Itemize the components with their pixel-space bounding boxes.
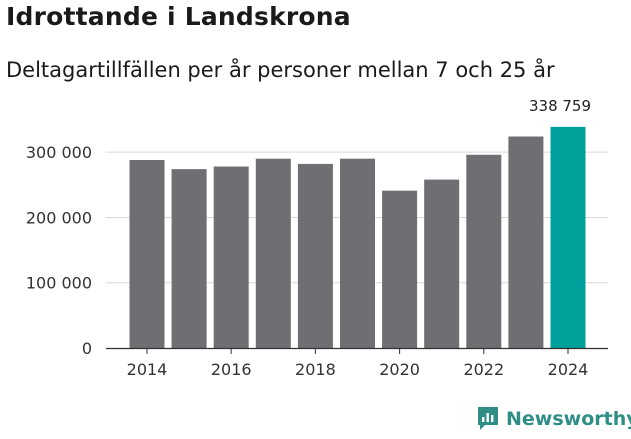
bar — [255, 158, 291, 348]
brand-logo: Newsworthy — [476, 406, 631, 432]
x-tick-label: 2018 — [295, 360, 336, 379]
bar — [508, 136, 544, 348]
bars — [129, 126, 586, 348]
bar — [129, 160, 165, 348]
bar — [382, 190, 418, 348]
chart-subtitle: Deltagartillfällen per år personer mella… — [6, 58, 555, 82]
bar — [297, 163, 333, 348]
x-tick-label: 2020 — [379, 360, 420, 379]
bar — [424, 179, 460, 348]
y-tick-label: 300 000 — [26, 143, 92, 162]
newsworthy-logo-icon — [478, 407, 498, 430]
bar-value-label: 338 759 — [529, 97, 591, 115]
x-tick-label: 2022 — [463, 360, 504, 379]
y-tick-label: 0 — [82, 339, 92, 358]
y-tick-label: 100 000 — [26, 274, 92, 293]
x-tick-label: 2024 — [548, 360, 589, 379]
bar — [340, 158, 375, 348]
x-tick-label: 2016 — [211, 360, 252, 379]
labels: 0 100 000 200 000 300 000 338 759 2014 2016 201… — [26, 97, 591, 379]
axes — [106, 347, 608, 354]
brand-name: Newsworthy — [506, 408, 631, 430]
chart-title: Idrottande i Landskrona — [6, 2, 351, 31]
bar — [466, 154, 502, 348]
bar-highlight — [550, 126, 586, 348]
y-tick-label: 200 000 — [26, 208, 92, 227]
bar — [171, 169, 207, 348]
bar — [213, 166, 249, 348]
x-tick-label: 2014 — [127, 360, 168, 379]
